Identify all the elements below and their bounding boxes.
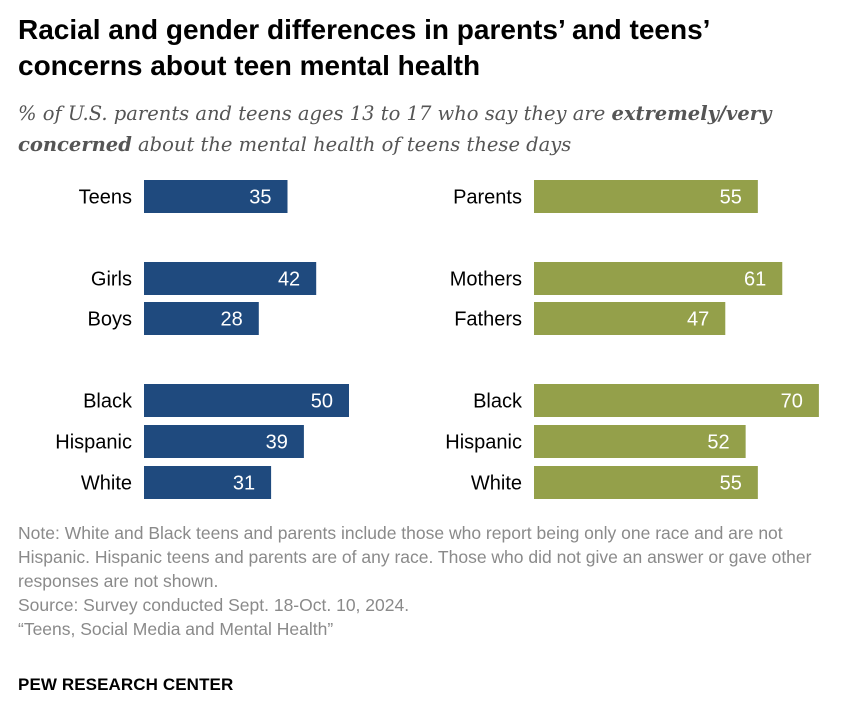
parents-value-label-mothers: 61 bbox=[744, 269, 766, 291]
teens-bar-chart: Teens 35 Girls 42 Boys 28 Black 50 Hispanic 39 Whi… bbox=[55, 180, 349, 499]
parents-category-label-white: White bbox=[471, 473, 522, 495]
teens-bar-girls bbox=[144, 262, 317, 295]
parents-bar-mothers bbox=[534, 262, 783, 295]
subtitle-text: % of U.S. parents and teens ages 13 to 1… bbox=[18, 102, 612, 125]
teens-bar-teens bbox=[144, 180, 288, 213]
chart-title: Racial and gender differences in parents… bbox=[18, 14, 709, 81]
teens-value-label-hispanic: 39 bbox=[266, 432, 288, 454]
parents-bar-chart: Parents 55 Mothers 61 Fathers 47 Black 70 Hispan… bbox=[445, 180, 819, 499]
parents-category-label-black: Black bbox=[473, 391, 523, 413]
teens-bar-white bbox=[144, 466, 272, 499]
parents-category-label-fathers: Fathers bbox=[454, 309, 522, 331]
parents-category-label-hispanic: Hispanic bbox=[445, 432, 522, 454]
subtitle-emphasis: extremely/very concerned bbox=[18, 102, 772, 156]
parents-value-label-fathers: 47 bbox=[687, 309, 709, 331]
teens-chart-panel: Teens 35 Girls 42 Boys 28 Black 50 Hispanic 39 Whi… bbox=[0, 172, 427, 507]
teens-value-label-boys: 28 bbox=[221, 309, 243, 331]
chart-notes: Note: White and Black teens and parents … bbox=[18, 521, 838, 641]
chart-subtitle: % of U.S. parents and teens ages 13 to 1… bbox=[18, 98, 838, 160]
subtitle-text-end: about the mental health of teens these d… bbox=[131, 133, 572, 156]
teens-category-label-girls: Girls bbox=[91, 269, 132, 291]
teens-value-label-black: 50 bbox=[311, 391, 333, 413]
brand-logo-text: PEW RESEARCH CENTER bbox=[18, 675, 234, 694]
parents-value-label-hispanic: 52 bbox=[707, 432, 729, 454]
parents-chart-panel: Parents 55 Mothers 61 Fathers 47 Black 70 Hispan… bbox=[427, 172, 854, 507]
parents-value-label-white: 55 bbox=[720, 473, 742, 495]
parents-value-label-black: 70 bbox=[781, 391, 803, 413]
teens-bar-boys bbox=[144, 302, 259, 335]
teens-value-label-white: 31 bbox=[233, 473, 255, 495]
parents-bar-parents bbox=[534, 180, 758, 213]
parents-category-label-parents: Parents bbox=[453, 187, 522, 209]
parents-bar-white bbox=[534, 466, 758, 499]
report-title: “Teens, Social Media and Mental Health” bbox=[18, 619, 334, 639]
teens-bar-black bbox=[144, 384, 349, 417]
teens-category-label-hispanic: Hispanic bbox=[55, 432, 132, 454]
note-text: Note: White and Black teens and parents … bbox=[18, 523, 812, 591]
parents-bar-black bbox=[534, 384, 819, 417]
teens-category-label-teens: Teens bbox=[79, 187, 132, 209]
parents-bar-fathers bbox=[534, 302, 726, 335]
teens-category-label-boys: Boys bbox=[88, 309, 132, 331]
source-text: Source: Survey conducted Sept. 18-Oct. 1… bbox=[18, 595, 410, 615]
teens-category-label-black: Black bbox=[83, 391, 133, 413]
teens-category-label-white: White bbox=[81, 473, 132, 495]
teens-value-label-teens: 35 bbox=[249, 187, 271, 209]
teens-value-label-girls: 42 bbox=[278, 269, 300, 291]
teens-bar-hispanic bbox=[144, 425, 304, 458]
parents-value-label-parents: 55 bbox=[720, 187, 742, 209]
parents-category-label-mothers: Mothers bbox=[450, 269, 522, 291]
parents-bar-hispanic bbox=[534, 425, 746, 458]
